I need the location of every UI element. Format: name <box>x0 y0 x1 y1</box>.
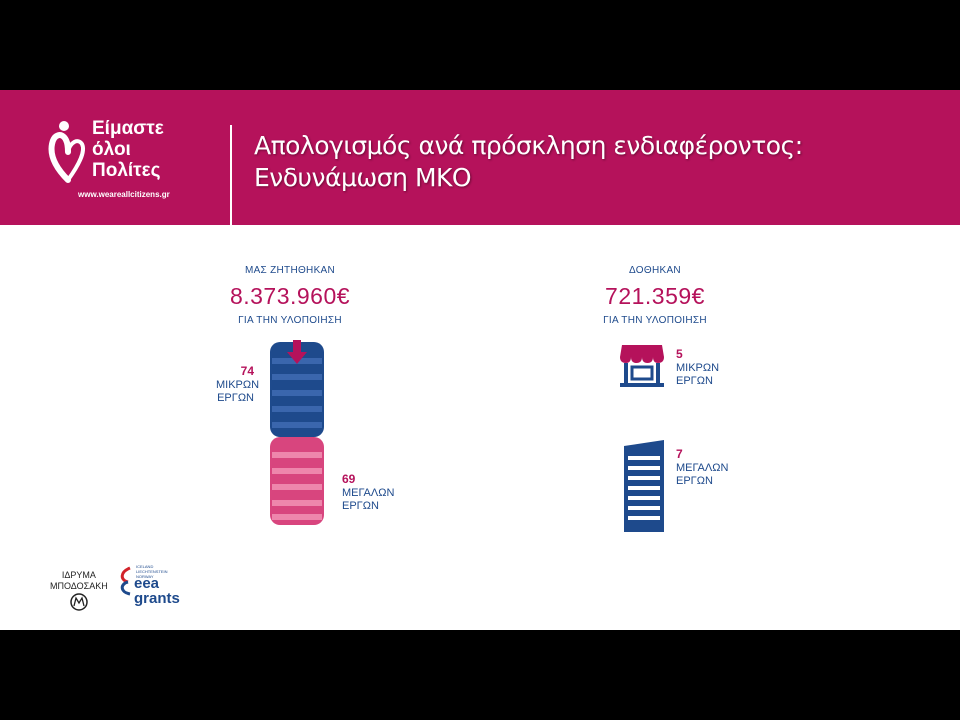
logo-url: www.weareallcitizens.gr <box>78 190 170 199</box>
eea-countries: ICELAND LIECHTENSTEIN NORWAY <box>136 564 168 579</box>
foundation-line-1: ΙΔΡΥΜΑ <box>61 570 96 580</box>
logo-line-3: Πολίτες <box>92 160 161 181</box>
granted-large-count: 7 ΜΕΓΑΛΩΝ ΕΡΓΩΝ <box>676 448 756 488</box>
granted-large-label-1: ΜΕΓΑΛΩΝ <box>676 462 729 474</box>
granted-small-label-1: ΜΙΚΡΩΝ <box>676 362 720 374</box>
eea-line-2: grants <box>134 590 180 607</box>
requested-amount: 8.373.960€ <box>229 283 351 309</box>
requested-large-count: 69 ΜΕΓΑΛΩΝ ΕΡΓΩΝ <box>342 473 412 513</box>
eea-swirl-icon <box>120 566 131 596</box>
granted-amount: 721.359€ <box>605 283 705 309</box>
logo-wordmark: Είμαστε όλοι Πολίτες <box>92 118 164 181</box>
bodossaki-foundation-logo: ΙΔΡΥΜΑ ΜΠΟΔΟΣΑΚΗ <box>50 570 108 615</box>
granted-small-count: 5 ΜΙΚΡΩΝ ΕΡΓΩΝ <box>676 348 746 388</box>
requested-large-label-1: ΜΕΓΑΛΩΝ <box>342 487 395 499</box>
title-line-1: Απολογισμός ανά πρόσκληση ενδιαφέροντος: <box>254 131 803 160</box>
logo-line-2: όλοι <box>92 139 131 160</box>
arrow-down-icon <box>287 340 307 364</box>
requested-stack-graphic <box>270 340 324 525</box>
requested-large-number: 69 <box>342 472 356 486</box>
requested-small-label-2: ΕΡΓΩΝ <box>217 392 254 404</box>
building-icon <box>624 440 664 532</box>
granted-large-number: 7 <box>676 447 683 461</box>
granted-small-number: 5 <box>676 347 683 361</box>
citizens-logo: Είμαστε όλοι Πολίτες www.weareallcitizen… <box>48 118 228 208</box>
requested-subtitle: ΓΙΑ ΤΗΝ ΥΛΟΠΟΙΗΣΗ <box>238 315 342 326</box>
requested-small-count: 74 ΜΙΚΡΩΝ ΕΡΓΩΝ <box>216 364 259 405</box>
heart-figure-icon <box>48 121 85 183</box>
eea-grants-logo: ICELAND LIECHTENSTEIN NORWAY eea grants <box>118 562 188 612</box>
slide: Είμαστε όλοι Πολίτες www.weareallcitizen… <box>0 90 960 630</box>
foundation-line-2: ΜΠΟΔΟΣΑΚΗ <box>50 581 108 591</box>
requested-small-label-1: ΜΙΚΡΩΝ <box>216 379 260 391</box>
granted-small-label-2: ΕΡΓΩΝ <box>676 375 713 387</box>
foundation-emblem-icon <box>70 593 88 611</box>
title-line-2: Ενδυνάμωση ΜΚΟ <box>254 163 472 192</box>
logo-line-1: Είμαστε <box>92 118 164 139</box>
requested-large-label-2: ΕΡΓΩΝ <box>342 500 379 512</box>
large-projects-stack <box>270 437 324 525</box>
granted-large-label-2: ΕΡΓΩΝ <box>676 475 713 487</box>
eea-wordmark: eea grants <box>134 576 180 606</box>
granted-subtitle: ΓΙΑ ΤΗΝ ΥΛΟΠΟΙΗΣΗ <box>603 315 707 326</box>
shop-icon <box>620 345 664 387</box>
requested-small-number: 74 <box>240 364 254 378</box>
requested-heading: ΜΑΣ ΖΗΤΗΘΗΚΑΝ <box>244 265 336 276</box>
header-divider <box>230 125 232 225</box>
header-banner: Είμαστε όλοι Πολίτες www.weareallcitizen… <box>0 90 960 225</box>
page-title: Απολογισμός ανά πρόσκληση ενδιαφέροντος:… <box>254 130 803 194</box>
eea-line-1: eea <box>134 575 160 592</box>
granted-heading: ΔΟΘΗΚΑΝ <box>629 265 681 276</box>
